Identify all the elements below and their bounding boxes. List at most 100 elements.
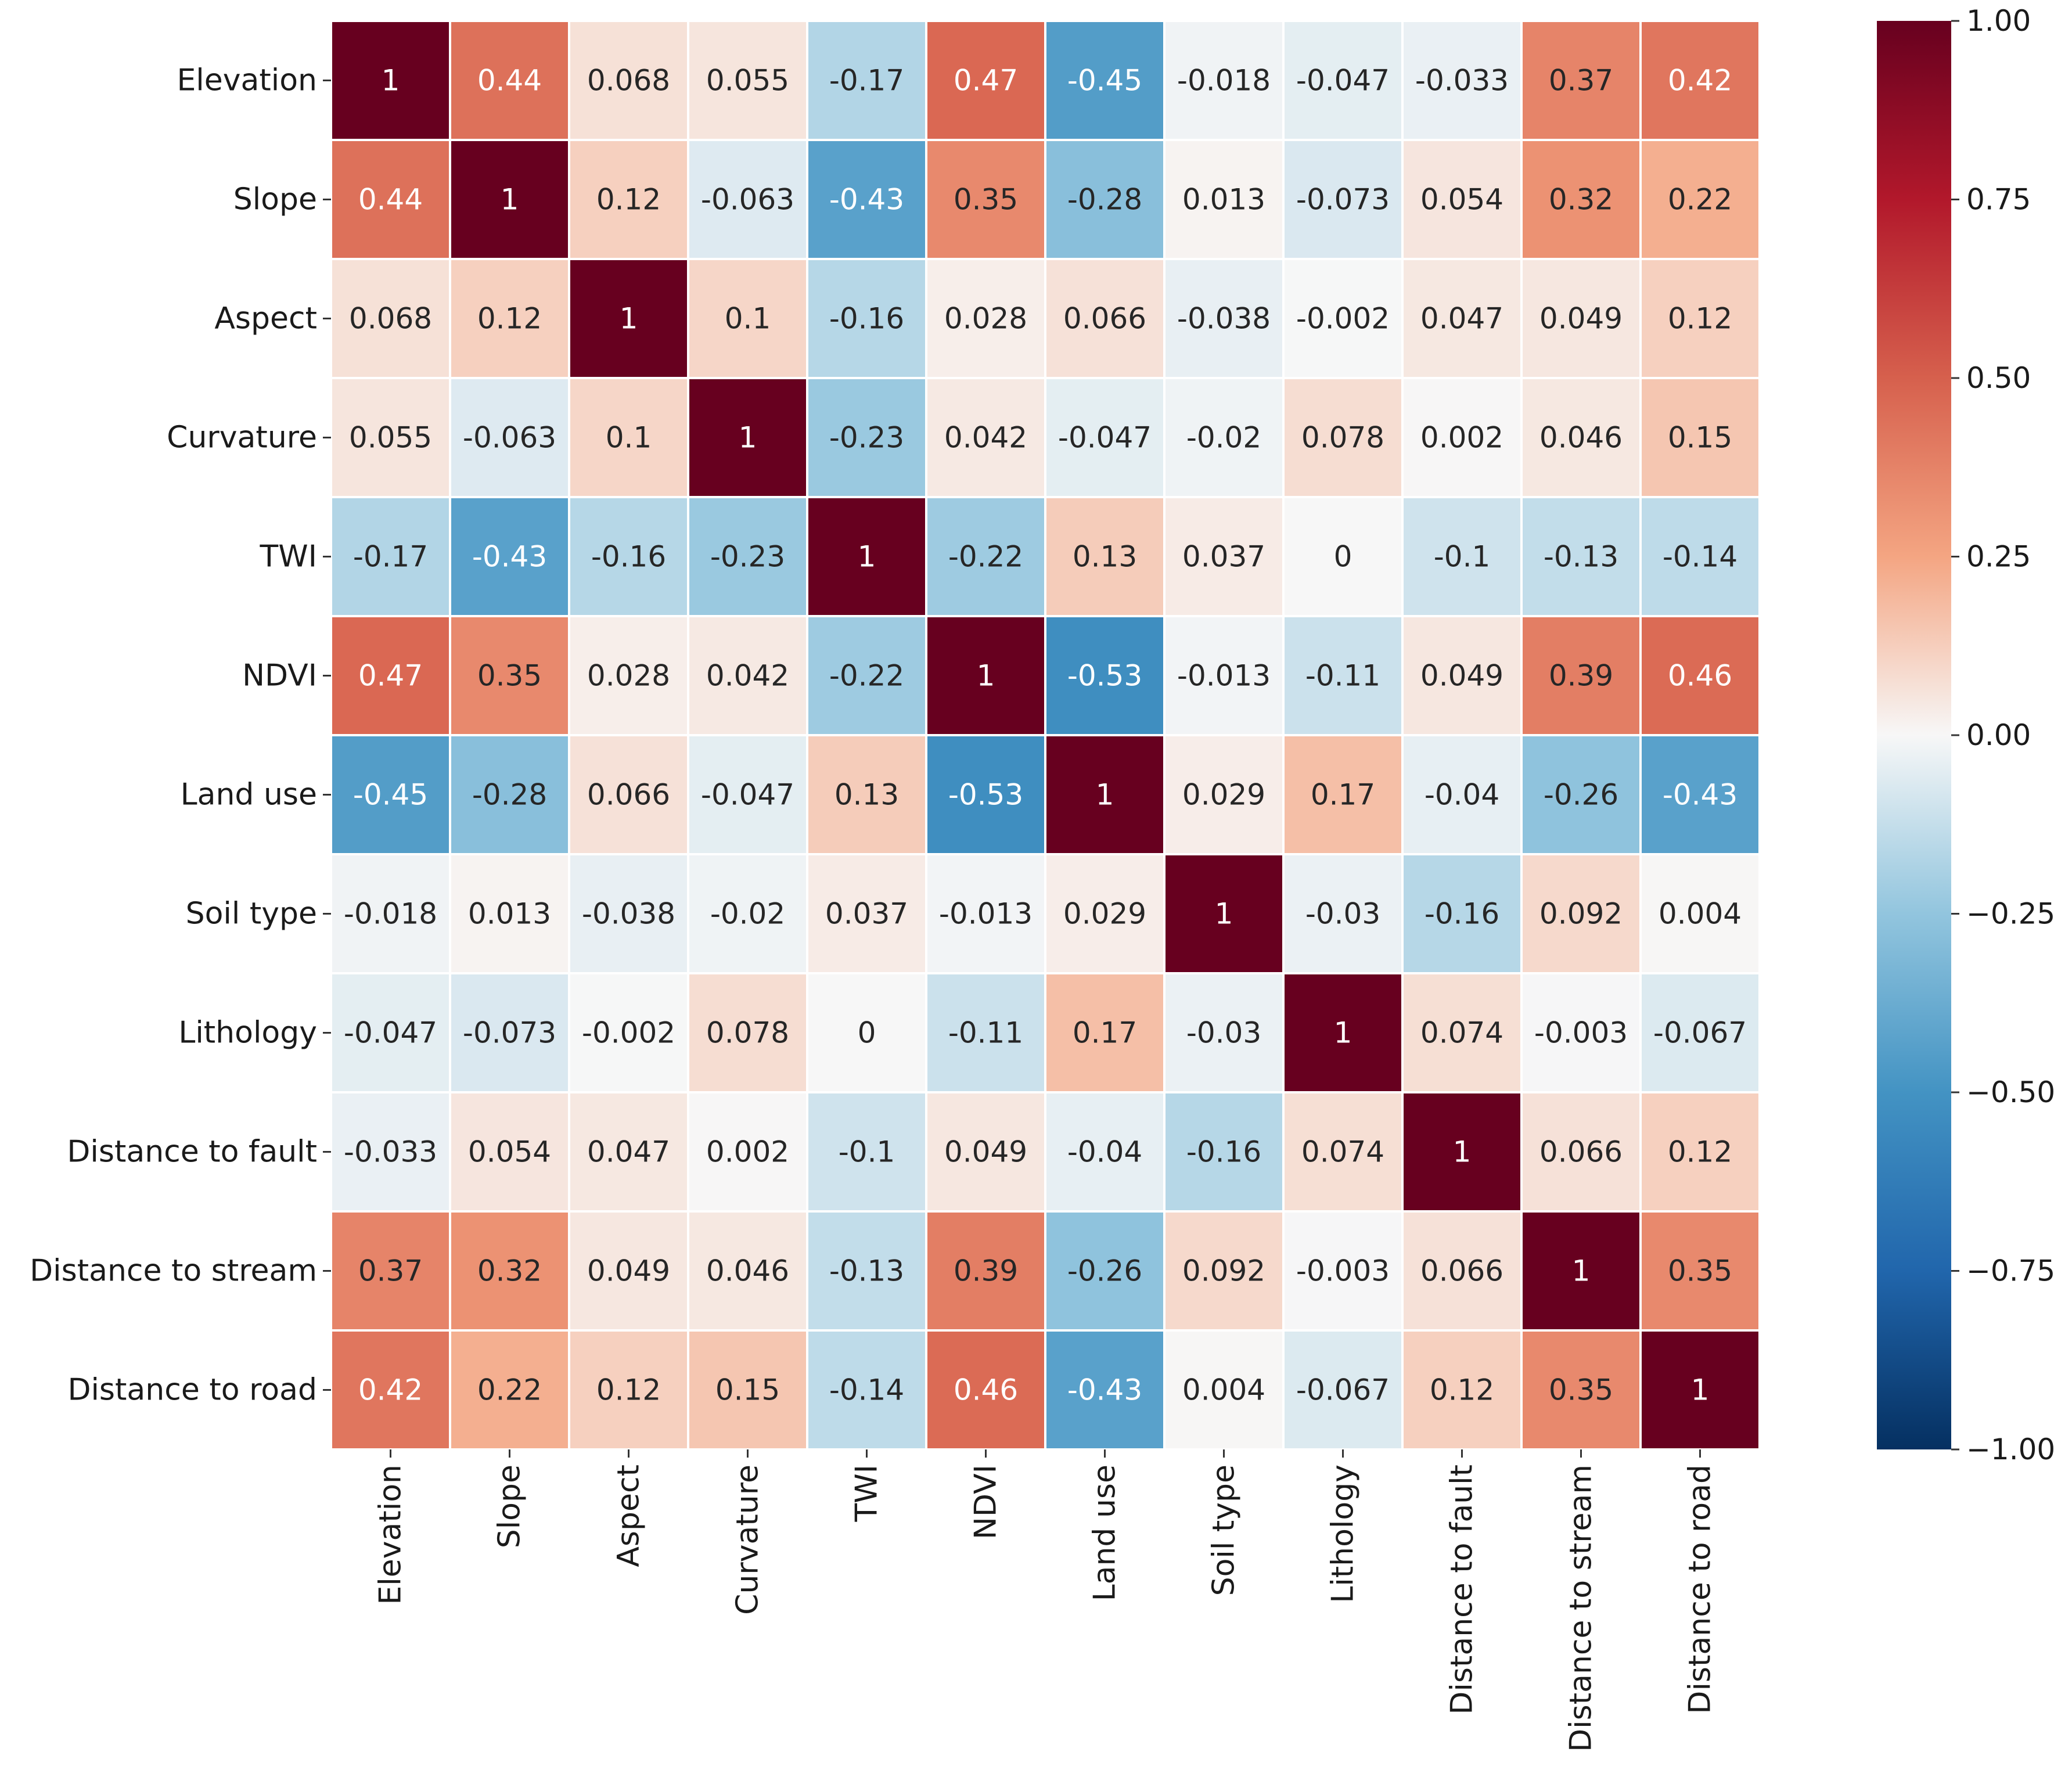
heatmap-cell [1044,1091,1166,1213]
cell-value-label: 0.13 [1073,540,1137,574]
cell-value-label: 0.055 [349,421,432,455]
cell-value-label: -0.067 [1653,1016,1747,1050]
heatmap-cell [1282,734,1404,855]
cell-value-label: 0.35 [954,183,1018,217]
cell-value-label: 0.055 [706,64,789,98]
cell-value-label: -0.17 [829,64,904,98]
heatmap-cell [449,972,570,1093]
heatmap-cell [1639,20,1761,141]
cell-value-label: 0.002 [706,1135,789,1169]
heatmap-cell [1282,1210,1404,1332]
heatmap-cell [1401,1329,1523,1451]
heatmap-cell [687,972,808,1093]
row-label: Aspect [214,301,317,336]
cell-value-label: -0.1 [839,1135,895,1169]
cell-value-label: 0.066 [1539,1135,1623,1169]
heatmap-cell [449,139,570,260]
heatmap-cell [568,853,689,974]
cell-value-label: 1 [1334,1016,1352,1050]
cell-value-label: 0 [1334,540,1352,574]
cell-value-label: -0.04 [1067,1135,1142,1169]
cell-value-label: 0.12 [596,183,661,217]
cell-value-label: -0.23 [829,421,904,455]
cell-value-label: -0.14 [829,1373,904,1407]
cell-value-label: -0.073 [1296,183,1390,217]
cell-value-label: -0.038 [582,897,675,931]
cell-value-label: -0.018 [344,897,437,931]
colorbar-gradient [1877,21,1951,1449]
cell-value-label: 0.047 [1420,302,1503,336]
column-label: Lithology [1326,1465,1361,1603]
cell-value-label: 0.004 [1182,1373,1265,1407]
colorbar-tick-label: −0.75 [1966,1254,2055,1288]
row-label: Elevation [177,63,317,98]
cell-value-label: -0.16 [829,302,904,336]
cell-value-label: 0.22 [1668,183,1732,217]
heatmap-cell [687,377,808,498]
cell-value-label: 0.42 [1668,64,1732,98]
heatmap-cell [1520,377,1642,498]
heatmap-cell [925,1329,1046,1451]
heatmap-cell [568,20,689,141]
heatmap-cell [1520,734,1642,855]
cell-value-label: 0.028 [944,302,1027,336]
cell-value-label: 0.1 [725,302,771,336]
heatmap-cell [449,20,570,141]
cell-value-label: -0.04 [1424,778,1499,812]
heatmap-cell [1520,853,1642,974]
cell-value-label: -0.063 [463,421,556,455]
heatmap-cell [925,1210,1046,1332]
cell-value-label: 0.028 [587,659,670,693]
cell-value-label: 0.042 [944,421,1027,455]
heatmap-cell [449,1210,570,1332]
heatmap-cell [1044,972,1166,1093]
cell-value-label: 0.029 [1182,778,1265,812]
cell-value-label: -0.038 [1177,302,1271,336]
cell-value-label: 0.15 [1668,421,1732,455]
heatmap-cell [806,853,927,974]
cell-value-label: -0.073 [463,1016,556,1050]
heatmap-cell [1639,139,1761,260]
heatmap-cell [925,734,1046,855]
column-label: Distance to stream [1564,1465,1599,1752]
heatmap-cell [1282,139,1404,260]
heatmap-cell [330,377,451,498]
heatmap-cell [330,1210,451,1332]
cell-value-label: -0.43 [1067,1373,1142,1407]
cell-value-label: 0.029 [1063,897,1146,931]
cell-value-label: 0.17 [1311,778,1375,812]
cell-value-label: -0.17 [353,540,428,574]
cell-value-label: 0.049 [587,1254,670,1288]
heatmap-cell [1639,1210,1761,1332]
heatmap-cell [1163,615,1285,736]
heatmap-cell [449,1091,570,1213]
cell-value-label: -0.002 [1296,302,1390,336]
column-label: Distance to road [1683,1465,1718,1714]
heatmap-cell [1044,496,1166,617]
heatmap-cell [568,1210,689,1332]
cell-value-label: 0.066 [587,778,670,812]
heatmap-cell [1520,1210,1642,1332]
heatmap-cell [568,258,689,379]
cell-value-label: 0.049 [1539,302,1623,336]
cell-value-label: 0.1 [606,421,652,455]
cell-value-label: 1 [620,302,638,336]
heatmap-cell [1639,1091,1761,1213]
cell-value-label: 0.046 [1539,421,1623,455]
colorbar-tick-label: −0.25 [1966,897,2055,931]
cell-value-label: -0.033 [1415,64,1509,98]
cell-value-label: 0.013 [1182,183,1265,217]
column-label: Distance to fault [1445,1465,1480,1715]
heatmap-cell [1401,734,1523,855]
heatmap-cell [1044,1329,1166,1451]
cell-value-label: 0.46 [954,1373,1018,1407]
colorbar-tick-label: 1.00 [1966,4,2031,38]
heatmap-cell [806,734,927,855]
cell-value-label: -0.53 [1067,659,1142,693]
column-label: Elevation [373,1465,408,1605]
cell-value-label: -0.26 [1067,1254,1142,1288]
row-label: Land use [181,778,317,812]
cell-value-label: -0.003 [1534,1016,1628,1050]
heatmap-cell [1044,1210,1166,1332]
